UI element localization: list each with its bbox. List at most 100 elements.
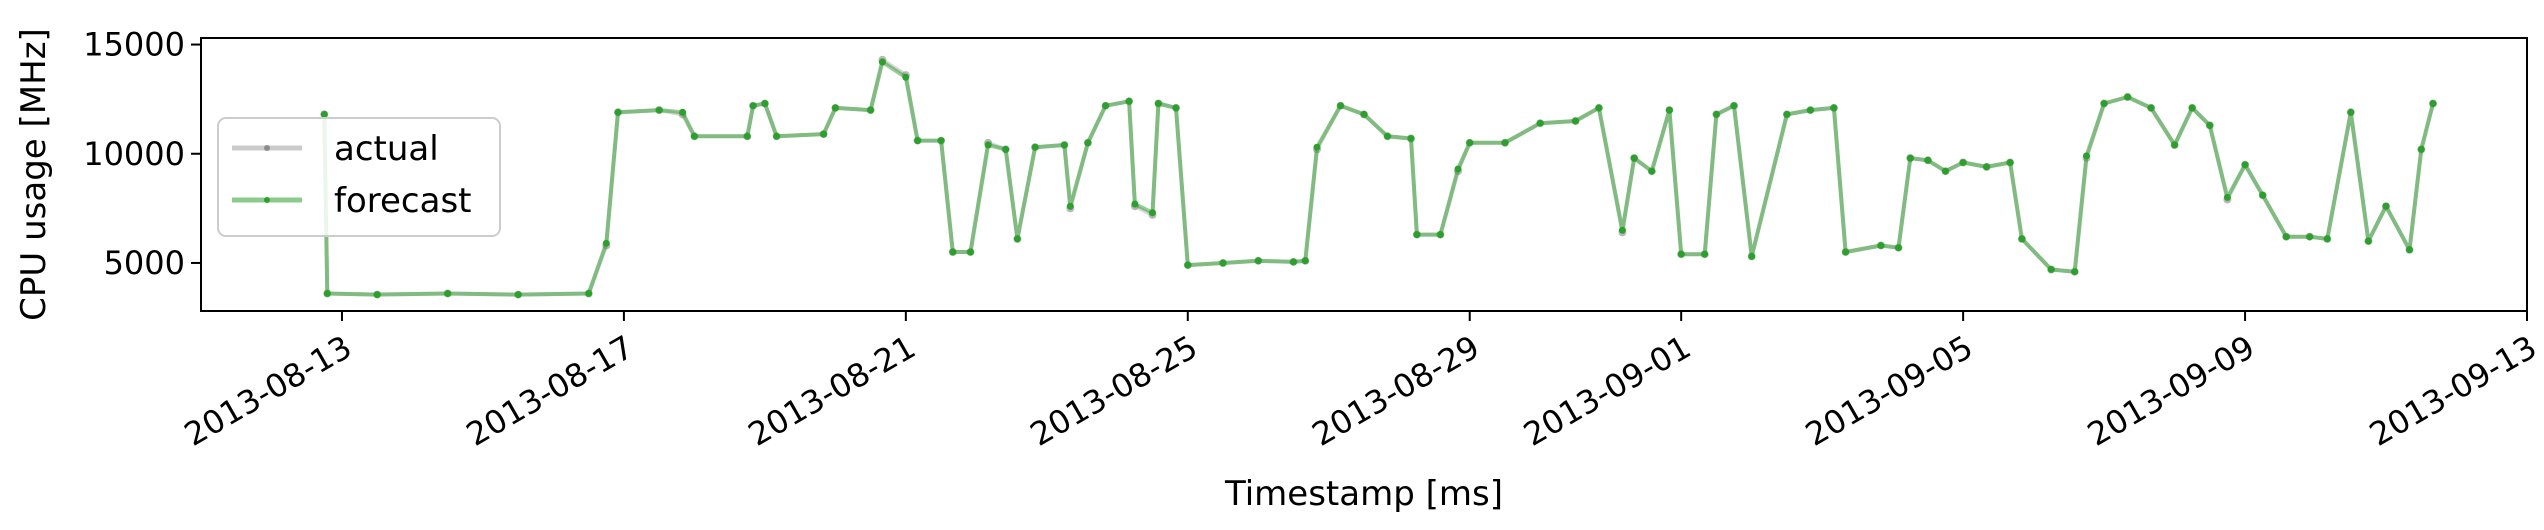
data-point-forecast <box>914 137 922 145</box>
data-point-forecast <box>2171 141 2179 149</box>
data-point-forecast <box>1084 139 1092 147</box>
data-point-forecast <box>655 106 663 114</box>
data-point-forecast <box>2018 235 2026 243</box>
series-line-forecast <box>322 60 2435 297</box>
data-point-forecast <box>773 132 781 140</box>
data-point-forecast <box>1360 110 1368 118</box>
data-point-forecast <box>1219 259 1227 267</box>
data-point-forecast <box>1384 132 1391 140</box>
data-point-forecast <box>1806 106 1814 114</box>
data-point-forecast <box>1842 248 1850 256</box>
data-point-forecast <box>1942 167 1949 175</box>
data-point-forecast <box>1572 117 1579 125</box>
data-point-forecast <box>2206 121 2214 129</box>
data-point-forecast <box>902 73 910 81</box>
data-point-forecast <box>2100 100 2108 107</box>
data-point-forecast <box>2047 266 2055 273</box>
data-point-forecast <box>2083 152 2090 160</box>
data-point-forecast <box>1924 156 1932 164</box>
data-point-forecast <box>1413 231 1421 239</box>
data-point-forecast <box>1712 110 1720 118</box>
data-point-forecast <box>1501 139 1509 147</box>
legend-marker-actual <box>264 145 270 151</box>
data-point-forecast <box>2429 100 2437 107</box>
data-point-forecast <box>2323 235 2331 243</box>
data-point-forecast <box>1877 242 1885 249</box>
data-point-forecast <box>1031 143 1039 151</box>
data-point-forecast <box>2406 246 2413 254</box>
data-point-forecast <box>585 290 593 297</box>
data-point-forecast <box>984 141 992 149</box>
data-point-forecast <box>1748 252 1756 260</box>
data-point-forecast <box>967 248 974 256</box>
data-point-forecast <box>1149 209 1156 217</box>
data-point-forecast <box>1618 226 1626 234</box>
data-point-forecast <box>1536 119 1544 127</box>
data-point-forecast <box>2417 145 2425 153</box>
data-point-forecast <box>867 106 875 114</box>
data-point-forecast <box>1066 202 1074 210</box>
data-point-forecast <box>749 102 757 110</box>
data-point-forecast <box>761 100 769 107</box>
data-point-forecast <box>2188 104 2196 112</box>
data-point-forecast <box>1454 165 1462 173</box>
data-point-forecast <box>679 108 687 116</box>
data-point-forecast <box>320 110 328 118</box>
data-point-forecast <box>1630 154 1638 162</box>
data-point-forecast <box>2259 191 2267 199</box>
data-point-forecast <box>1002 145 1010 153</box>
data-point-forecast <box>1701 250 1709 258</box>
data-point-forecast <box>820 130 828 138</box>
data-point-forecast <box>1407 135 1415 142</box>
data-point-forecast <box>1254 257 1262 265</box>
data-point-forecast <box>690 132 698 140</box>
y-axis-label: CPU usage [MHz] <box>14 28 54 321</box>
legend-label-forecast: forecast <box>334 181 472 221</box>
data-point-forecast <box>1337 102 1344 110</box>
data-point-forecast <box>831 104 839 112</box>
data-point-forecast <box>2364 237 2372 245</box>
data-point-forecast <box>743 132 751 140</box>
legend-label-actual: actual <box>334 129 439 169</box>
series-layer <box>320 55 2437 299</box>
y-axis-ticks: 5000 10000 15000 <box>83 26 201 282</box>
data-point-forecast <box>1102 102 1110 110</box>
data-point-forecast <box>614 108 622 116</box>
legend-marker-forecast <box>264 197 270 203</box>
data-point-forecast <box>1290 258 1297 266</box>
y-tick-label: 10000 <box>83 135 185 173</box>
data-point-forecast <box>2241 161 2249 169</box>
data-point-forecast <box>1895 244 1902 252</box>
data-point-forecast <box>2124 93 2132 101</box>
data-point-forecast <box>1184 261 1192 269</box>
data-point-forecast <box>444 290 452 297</box>
data-point-forecast <box>323 290 331 297</box>
plot-area <box>200 37 2528 312</box>
data-point-forecast <box>949 248 957 256</box>
data-point-forecast <box>1301 257 1309 265</box>
data-point-forecast <box>514 291 522 299</box>
data-point-forecast <box>1466 139 1474 147</box>
legend: actual forecast <box>217 117 501 237</box>
data-point-forecast <box>1013 235 1021 243</box>
data-point-forecast <box>1677 250 1685 258</box>
data-point-forecast <box>1830 104 1838 112</box>
y-tick-label: 15000 <box>83 26 185 64</box>
data-point-forecast <box>2382 202 2390 210</box>
axes-frame <box>200 37 2528 312</box>
y-tick-label: 5000 <box>104 244 185 282</box>
data-point-forecast <box>1313 143 1321 151</box>
data-point-forecast <box>937 137 945 145</box>
data-point-forecast <box>878 58 886 66</box>
data-point-forecast <box>2347 108 2355 116</box>
legend-box <box>217 117 501 237</box>
data-point-forecast <box>2282 233 2290 241</box>
data-point-forecast <box>2147 104 2155 112</box>
data-point-forecast <box>1959 159 1967 166</box>
data-point-forecast <box>2306 233 2314 241</box>
data-point-forecast <box>2223 193 2231 201</box>
data-point-forecast <box>1436 231 1444 239</box>
data-point-forecast <box>1648 167 1656 175</box>
